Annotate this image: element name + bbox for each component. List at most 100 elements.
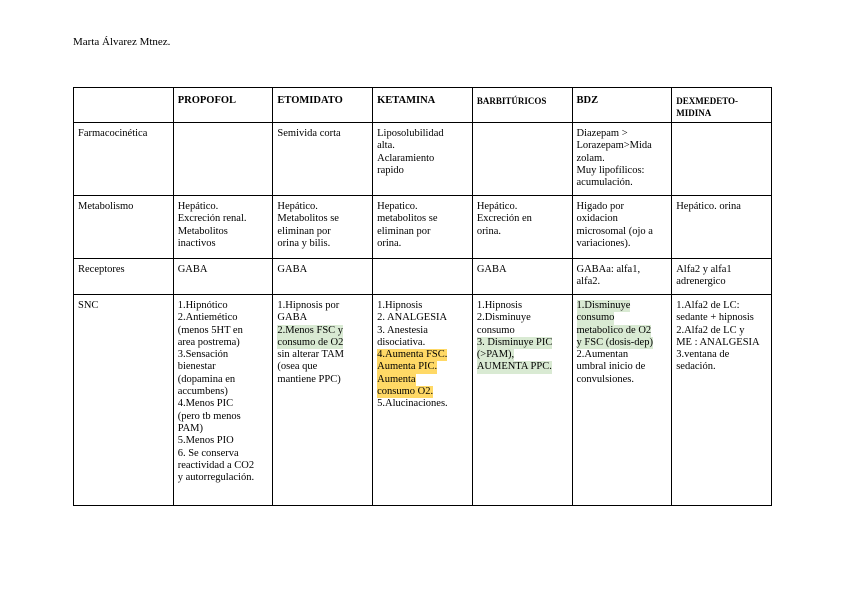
author: Marta Álvarez Mtnez. — [73, 36, 171, 48]
table-row: Metabolismo Hepático. Excreción renal. Meta… — [73, 195, 772, 259]
cell-line: 4.Menos PIC — [177, 398, 234, 410]
cell-line: Liposolubilidad — [377, 128, 444, 139]
cell-line-wrap: (>PAM), — [476, 349, 568, 362]
cell-line: 1.Hipnosis — [476, 300, 523, 311]
cell: 1.Hipnosis 2. ANALGESIA 3. Anestesia disoci… — [372, 294, 473, 506]
cell: GABA — [272, 258, 374, 295]
cell-line: Hepatico. — [377, 201, 418, 212]
cell-line: disociativa. — [377, 336, 426, 348]
table-row: Farmacocinética Semivida corta Liposolubil… — [73, 122, 772, 196]
cell-line: Hepático. — [177, 201, 219, 212]
cell-line: inactivos — [177, 237, 216, 249]
column-header: BDZ — [571, 87, 673, 123]
cell-line: 6. Se conserva — [177, 447, 239, 459]
cell-line: 2.Disminuye — [476, 312, 531, 324]
cell: GABA — [471, 258, 573, 295]
cell-line-wrap: 4.Aumenta FSC. — [377, 349, 468, 362]
cell-line: 1.Hipnosis — [377, 300, 423, 311]
cell-line: GABAa: alfa1, — [576, 264, 641, 275]
cell-line-wrap: 2.Menos FSC y — [277, 324, 368, 337]
column-header: DEXMEDETO- MIDINA — [671, 87, 772, 123]
cell-line: GABA — [177, 264, 208, 275]
cell: Liposolubilidad alta. Aclaramiento rapido — [372, 122, 473, 196]
cell-line: Hepático. — [476, 201, 518, 212]
cell-line: Excreción renal. — [177, 213, 247, 225]
cell-line: 3.ventana de — [676, 349, 730, 361]
cell-line: Hepático. — [277, 201, 318, 212]
cell-line: adrenergico — [676, 276, 726, 288]
column-header: BARBITÚRICOS — [471, 87, 573, 123]
cell-line-wrap: AUMENTA PPC. — [476, 361, 568, 374]
row-header: Receptores — [73, 258, 174, 295]
cell-line: DEXMEDETO- — [676, 96, 739, 106]
cell-line: accumbens) — [177, 386, 228, 398]
cell-line: consumo — [476, 324, 515, 336]
cell-line: Semivida corta — [277, 128, 341, 139]
cell-line: 4.Aumenta FSC. — [377, 349, 448, 362]
cell: 1.Alfa2 de LC: sedante + hipnosis 2.Alfa2 … — [671, 294, 772, 506]
cell-line: (menos 5HT en — [177, 324, 243, 336]
cell-line: (osea que — [277, 361, 318, 373]
column-header: KETAMINA — [372, 87, 473, 123]
cell-line: 1.Hipnótico — [177, 300, 228, 311]
cell-line: (dopamina en — [177, 373, 236, 385]
cell: 1.Hipnosis 2.Disminuye consumo 3. Disminuye… — [471, 294, 573, 506]
cell-line: Diazepam > — [576, 128, 628, 139]
cell-line: ME : ANALGESIA — [676, 336, 760, 348]
cell-line: consumo de O2 — [277, 336, 344, 350]
table-row: Receptores GABA GABA GABA GABAa: alfa1, alfa2… — [73, 258, 772, 295]
cell-line: sedación. — [676, 361, 716, 373]
cell-line-wrap: consumo O2. — [377, 386, 468, 399]
cell-line: Metabolismo — [78, 201, 134, 212]
cell-line: y autorregulación. — [177, 472, 255, 484]
cell-line: convulsiones. — [576, 373, 634, 385]
cell-line: Receptores — [78, 264, 125, 275]
cell-line: reactividad a CO2 — [177, 459, 255, 471]
cell: 1.Hipnótico 2.Antiemético (menos 5HT en are… — [172, 294, 274, 506]
cell-line: 2.Antiemético — [177, 312, 238, 324]
cell-line: microsomal (ojo a — [576, 225, 653, 237]
cell-line: variaciones). — [576, 237, 631, 249]
cell-line: Aclaramiento — [377, 152, 435, 164]
cell-line: metabolitos se — [377, 213, 438, 225]
cell: Hepatico. metabolitos se eliminan por orina… — [372, 195, 473, 259]
row-header: SNC — [73, 294, 174, 506]
cell: Semivida corta — [272, 122, 374, 196]
cell-line-wrap: metabolico de O2 — [576, 324, 668, 337]
cell-line: Metabolitos se — [277, 213, 339, 225]
cell-line: MIDINA — [676, 108, 712, 119]
cell-line: orina. — [377, 237, 402, 249]
cell-line: Higado por — [576, 201, 625, 212]
header-row: PROPOFOL ETOMIDATO KETAMINA BARBITÚRICOS BDZ… — [73, 87, 772, 123]
cell-line: y FSC (dosis-dep) — [576, 336, 653, 350]
column-header: ETOMIDATO — [272, 87, 374, 123]
cell-line: area postrema) — [177, 336, 240, 348]
cell-line: consumo O2. — [377, 386, 434, 399]
cell-line: bienestar — [177, 361, 216, 373]
column-header: PROPOFOL — [172, 87, 274, 123]
cell: Hepático. orina — [671, 195, 772, 259]
cell-line: Alfa2 y alfa1 — [676, 264, 732, 275]
cell: Alfa2 y alfa1 adrenergico — [671, 258, 772, 295]
cell-line: consumo — [576, 312, 615, 325]
cell-line: umbral inicio de — [576, 361, 646, 373]
comparison-table: PROPOFOL ETOMIDATO KETAMINA BARBITÚRICOS BDZ… — [73, 87, 772, 506]
cell-line: Lorazepam>Mida — [576, 140, 652, 152]
cell: GABA — [172, 258, 274, 295]
cell: Hepático. Excreción en orina. — [471, 195, 573, 259]
cell-line: 5.Menos PIO — [177, 435, 234, 447]
cell-line: 1.Hipnosis por — [277, 300, 340, 311]
cell-line: 2.Alfa2 de LC y — [676, 324, 745, 336]
row-header: Farmacocinética — [73, 122, 174, 196]
table-body: Farmacocinética Semivida corta Liposolubil… — [73, 122, 772, 506]
cell-line-wrap: 1.Disminuye — [576, 300, 668, 313]
cell: Hepático. Excreción renal. Metabolitos inac… — [172, 195, 274, 259]
cell-line-wrap: Aumenta — [377, 373, 468, 387]
cell: Higado por oxidacion microsomal (ojo a vari… — [571, 195, 673, 259]
cell-line: oxidacion — [576, 213, 618, 225]
cell-line: Aumenta — [377, 373, 416, 387]
cell-line: sedante + hipnosis — [676, 312, 754, 324]
cell: Hepático. Metabolitos se eliminan por orina… — [272, 195, 374, 259]
cell-line-wrap: consumo de O2 — [277, 336, 368, 350]
